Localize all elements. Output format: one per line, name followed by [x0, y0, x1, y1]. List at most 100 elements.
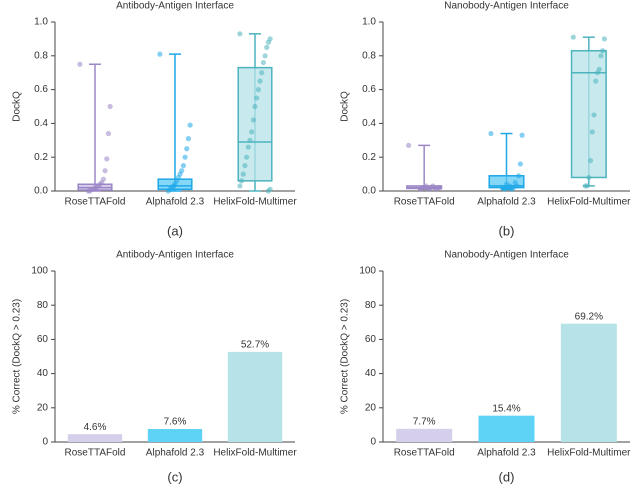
point: [589, 129, 595, 135]
value-label: 15.4%: [492, 403, 520, 414]
caption: (c): [167, 469, 182, 484]
y-tick-label: 0.0: [362, 186, 376, 197]
point: [252, 103, 258, 110]
point: [594, 70, 601, 76]
point: [237, 183, 243, 189]
x-tick-label: Alphafold 2.3: [146, 448, 205, 459]
y-tick-label: 40: [365, 368, 377, 379]
point: [185, 136, 192, 142]
point: [488, 130, 494, 137]
point: [77, 61, 83, 67]
point: [601, 36, 607, 42]
y-tick-label: 0.6: [362, 84, 376, 95]
bar: [227, 351, 283, 442]
caption: (a): [167, 223, 183, 238]
point: [260, 59, 266, 66]
point: [257, 78, 263, 84]
y-tick-label: 0.6: [34, 84, 48, 95]
y-tick-label: 0.2: [362, 152, 376, 163]
point: [254, 95, 260, 101]
value-label: 69.2%: [575, 311, 603, 322]
y-tick-label: 0.2: [34, 152, 48, 163]
point: [238, 178, 245, 184]
y-tick-label: 60: [365, 334, 377, 345]
point: [250, 117, 256, 123]
point: [265, 188, 272, 194]
y-tick-label: 0.4: [34, 118, 48, 129]
y-tick-label: 0.0: [34, 186, 48, 197]
x-tick-label: Alphafold 2.3: [477, 197, 536, 208]
point: [240, 171, 246, 177]
point: [586, 174, 592, 181]
point: [104, 156, 110, 162]
x-tick-label: RoseTTAFold: [394, 448, 455, 459]
y-axis-label: % Correct (DockQ > 0.23): [12, 299, 23, 414]
y-tick-label: 1.0: [362, 17, 376, 28]
point: [102, 168, 108, 174]
point: [264, 44, 270, 50]
point: [516, 173, 522, 179]
y-tick-label: 0.4: [362, 118, 376, 129]
bar: [478, 415, 535, 442]
point: [242, 163, 248, 169]
point: [519, 132, 525, 138]
y-tick-label: 100: [359, 266, 376, 277]
point: [245, 144, 251, 150]
point: [259, 70, 265, 76]
x-tick-label: HelixFold-Multimer: [547, 448, 631, 459]
y-tick-label: 100: [31, 266, 48, 277]
bar: [147, 429, 203, 442]
point: [85, 188, 91, 194]
point: [262, 53, 268, 59]
y-tick-label: 0: [370, 437, 376, 448]
x-tick-label: RoseTTAFold: [65, 197, 126, 208]
x-tick-label: RoseTTAFold: [65, 448, 126, 459]
x-tick-label: HelixFold-Multimer: [213, 197, 297, 208]
point: [500, 185, 506, 191]
value-label: 52.7%: [241, 340, 269, 351]
point: [247, 137, 253, 143]
y-tick-label: 1.0: [34, 17, 48, 28]
value-label: 4.6%: [84, 422, 107, 433]
y-tick-label: 0: [42, 437, 48, 448]
point: [406, 142, 412, 148]
point: [165, 188, 171, 194]
x-tick-label: HelixFold-Multimer: [547, 197, 631, 208]
y-axis-label: % Correct (DockQ > 0.23): [340, 299, 351, 414]
chart-title: Antibody-Antigen Interface: [116, 1, 234, 12]
point: [570, 34, 576, 40]
point: [512, 179, 518, 186]
point: [587, 157, 594, 164]
point: [591, 112, 597, 118]
chart-title: Antibody-Antigen Interface: [116, 250, 234, 261]
point: [517, 161, 523, 167]
point: [503, 181, 510, 187]
point: [265, 39, 272, 45]
point: [187, 122, 193, 128]
x-tick-label: RoseTTAFold: [394, 197, 455, 208]
point: [244, 154, 250, 160]
value-label: 7.7%: [413, 416, 436, 427]
point: [105, 130, 112, 137]
point: [600, 48, 606, 54]
bar: [560, 323, 617, 442]
point: [157, 51, 163, 57]
point: [184, 146, 190, 152]
y-tick-label: 20: [37, 402, 49, 413]
bar: [67, 434, 123, 442]
y-tick-label: 20: [365, 402, 377, 413]
chart-title: Nanobody-Antigen Interface: [444, 250, 569, 261]
point: [418, 186, 424, 192]
y-tick-label: 0.8: [34, 50, 48, 61]
y-tick-label: 80: [37, 300, 49, 311]
caption: (d): [499, 469, 515, 484]
point: [180, 163, 186, 169]
point: [593, 78, 599, 84]
y-tick-label: 60: [37, 334, 49, 345]
y-tick-label: 0.8: [362, 50, 376, 61]
x-tick-label: HelixFold-Multimer: [213, 448, 297, 459]
point: [182, 154, 188, 160]
point: [582, 183, 588, 189]
